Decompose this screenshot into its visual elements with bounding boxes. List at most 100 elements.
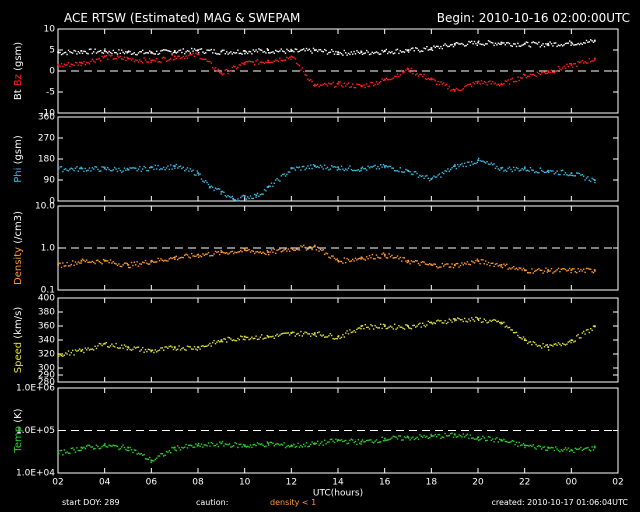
mag-data-point <box>473 40 476 43</box>
mag-data-point <box>185 51 187 53</box>
temp-data-point <box>503 438 505 441</box>
mag-data-point <box>455 87 457 90</box>
speed-data-point <box>206 345 208 347</box>
speed-data-point <box>395 328 397 330</box>
speed-data-point <box>370 324 372 326</box>
mag-data-point <box>328 51 330 54</box>
density-data-point <box>263 252 266 255</box>
temp-data-point <box>328 441 330 443</box>
density-data-point <box>87 261 89 264</box>
mag-data-point <box>119 52 121 55</box>
speed-data-point <box>304 331 306 333</box>
mag-data-point <box>273 52 275 54</box>
mag-data-point <box>139 59 141 61</box>
speed-data-point <box>385 327 387 330</box>
density-data-point <box>324 253 326 256</box>
mag-data-point <box>478 40 480 42</box>
temp-data-point <box>419 434 421 436</box>
speed-data-point <box>350 331 352 334</box>
speed-data-point <box>108 346 110 348</box>
density-data-point <box>223 252 225 254</box>
density-data-point <box>443 265 445 267</box>
phi-data-point <box>440 176 442 178</box>
speed-data-point <box>97 345 99 347</box>
phi-data-point <box>450 168 452 171</box>
speed-data-point <box>207 344 210 346</box>
phi-data-point <box>263 189 266 191</box>
temp-data-point <box>234 442 236 444</box>
mag-data-point <box>275 49 277 52</box>
mag-data-point <box>238 52 240 55</box>
density-data-point <box>210 254 212 257</box>
x-tick-label: 10 <box>239 478 251 488</box>
mag-data-point <box>335 85 337 88</box>
temp-data-point <box>252 444 254 446</box>
mag-data-point <box>518 45 520 47</box>
temp-ytick-label: 1.0E+05 <box>16 426 55 436</box>
mag-data-point <box>67 61 70 64</box>
mag-data-point <box>207 49 210 51</box>
temp-data-point <box>263 445 266 448</box>
phi-data-point <box>178 166 180 168</box>
mag-data-point <box>350 51 352 53</box>
mag-data-point <box>560 69 562 71</box>
speed-data-point <box>529 341 532 343</box>
phi-data-point <box>378 168 380 170</box>
temp-data-point <box>94 447 96 450</box>
density-data-point <box>265 253 267 255</box>
density-data-point <box>282 250 284 252</box>
mag-data-point <box>398 52 400 55</box>
density-data-point <box>496 262 498 265</box>
phi-data-point <box>265 190 267 192</box>
mag-data-point <box>130 53 133 55</box>
speed-data-point <box>405 324 407 326</box>
mag-data-point <box>317 50 319 53</box>
speed-data-point <box>566 343 568 345</box>
density-data-point <box>534 270 536 273</box>
temp-data-point <box>444 432 446 435</box>
mag-data-point <box>541 44 543 47</box>
mag-data-point <box>436 45 438 47</box>
density-data-point <box>240 250 242 252</box>
mag-data-point <box>79 61 81 64</box>
phi-data-point <box>496 165 498 168</box>
mag-data-point <box>322 83 324 86</box>
temp-data-point <box>291 445 294 447</box>
speed-data-point <box>382 323 385 326</box>
density-data-point <box>62 262 64 264</box>
speed-data-point <box>525 339 527 342</box>
mag-data-point <box>206 49 208 51</box>
mag-data-point <box>429 78 431 81</box>
temp-data-point <box>424 436 427 438</box>
phi-data-point <box>438 173 441 175</box>
temp-data-point <box>485 439 487 442</box>
speed-anchor-point <box>523 339 526 341</box>
x-tick-label: 06 <box>146 478 158 488</box>
phi-data-point <box>312 163 315 166</box>
mag-data-point <box>263 62 266 65</box>
density-data-point <box>70 263 72 266</box>
temp-data-point <box>238 443 240 446</box>
mag-data-point <box>192 50 194 52</box>
mag-data-point <box>105 51 107 53</box>
speed-data-point <box>224 338 226 340</box>
speed-data-point <box>494 319 497 322</box>
mag-data-point <box>321 50 323 52</box>
speed-data-point <box>353 329 355 332</box>
mag-data-point <box>483 44 485 47</box>
density-data-point <box>94 262 96 265</box>
mag-data-point <box>293 50 295 53</box>
temp-data-point <box>438 433 441 436</box>
phi-data-point <box>433 175 435 177</box>
density-data-point <box>161 259 163 262</box>
phi-data-point <box>459 164 462 166</box>
density-data-point <box>525 269 527 271</box>
temp-data-point <box>228 443 231 445</box>
mag-data-point <box>227 53 229 55</box>
mag-data-point <box>81 52 84 54</box>
mag-data-point <box>319 84 322 86</box>
mag-data-point <box>154 53 156 55</box>
density-data-point <box>329 257 331 259</box>
mag-data-point <box>349 86 351 89</box>
temp-data-point <box>486 439 488 442</box>
